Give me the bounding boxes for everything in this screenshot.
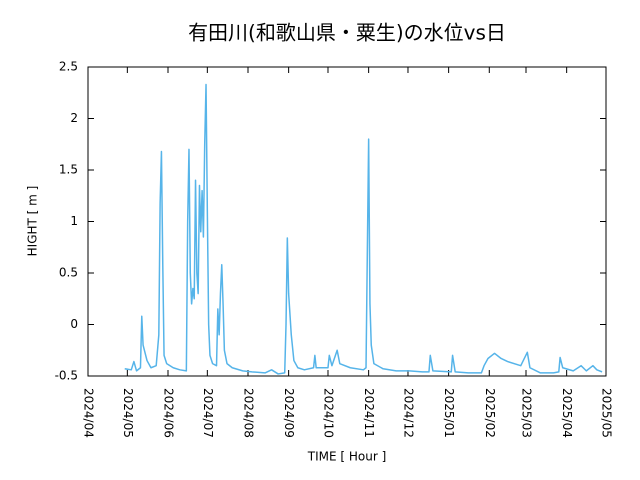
y-tick-label: 0.5: [59, 266, 78, 280]
y-tick-label: 0: [70, 317, 78, 331]
data-line: [124, 83, 603, 375]
x-tick-label: 2025/02: [483, 388, 497, 438]
y-tick-label: 2.5: [59, 60, 78, 74]
x-tick-label: 2024/11: [362, 388, 376, 438]
chart-title: 有田川(和歌山県・粟生)の水位vs日: [188, 21, 506, 45]
x-tick-label: 2024/05: [121, 388, 135, 438]
y-tick-label: -0.5: [55, 369, 78, 383]
x-axis-label: TIME [ Hour ]: [307, 450, 387, 464]
x-tick-label: 2024/06: [161, 388, 175, 438]
x-tick-label: 2024/04: [82, 388, 96, 438]
x-tick-label: 2024/10: [321, 388, 335, 438]
y-tick-label: 1.5: [59, 163, 78, 177]
x-tick-label: 2025/05: [600, 388, 614, 438]
x-tick-label: 2024/09: [282, 388, 296, 438]
x-tick-label: 2024/08: [241, 388, 255, 438]
x-tick-label: 2024/12: [401, 388, 415, 438]
x-tick-label: 2025/01: [442, 388, 456, 438]
y-axis-label: HIGHT [ m ]: [26, 186, 40, 257]
x-tick-label: 2025/03: [520, 388, 534, 438]
x-tick-label: 2024/07: [201, 388, 215, 438]
y-tick-label: 1: [70, 214, 78, 228]
y-tick-label: 2: [70, 111, 78, 125]
x-tick-label: 2025/04: [560, 388, 574, 438]
